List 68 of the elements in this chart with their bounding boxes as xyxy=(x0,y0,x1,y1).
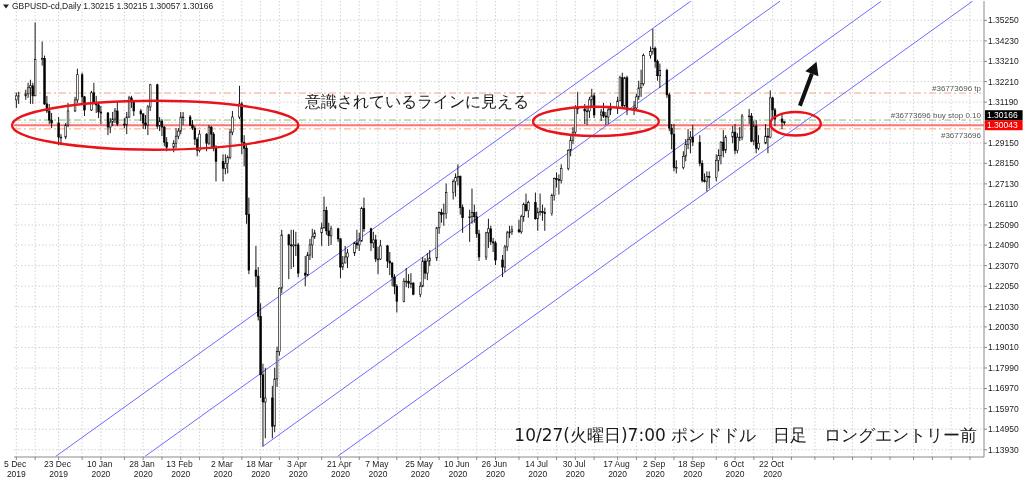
annotation: #36773696 xyxy=(940,130,982,140)
ref-line-label: #36773696 buy stop 0.10 xyxy=(890,110,982,120)
y-tick-label: 1.20030 xyxy=(988,321,1019,332)
x-tick-label: 3 Apr 2020 xyxy=(287,459,310,479)
x-tick-label: 10 Jan 2020 xyxy=(86,459,115,479)
y-tick-label: 1.32210 xyxy=(988,76,1019,87)
y-tick-label: 1.27130 xyxy=(988,178,1019,189)
candlestick xyxy=(346,248,349,269)
candlestick xyxy=(221,153,225,182)
candlestick xyxy=(708,170,711,189)
candlestick xyxy=(592,92,596,119)
x-tick-label: 13 Feb 2020 xyxy=(166,459,196,479)
x-tick-label: 17 Aug 2020 xyxy=(603,459,633,479)
y-tick-label: 1.33210 xyxy=(988,56,1019,67)
y-tick-label: 1.17990 xyxy=(988,362,1019,373)
ref-line-label: #36773696 tp xyxy=(932,83,982,93)
candlestick xyxy=(632,100,636,116)
candlestick xyxy=(724,134,727,154)
y-tick-label: 1.28150 xyxy=(988,158,1019,169)
x-tick-label: 25 May 2020 xyxy=(405,459,436,479)
y-tick-label: 1.15970 xyxy=(988,403,1019,414)
y-tick-label: 1.14950 xyxy=(988,424,1019,435)
x-tick-label: 14 Jul 2020 xyxy=(525,459,551,479)
x-tick-label: 7 May 2020 xyxy=(365,459,391,479)
annotation: 10/27(火曜日)7:00 ポンドドル 日足 ロングエントリー前 xyxy=(514,425,978,446)
y-tick-label: 1.22050 xyxy=(988,281,1019,292)
candlestick xyxy=(29,79,32,105)
candlestick xyxy=(179,111,182,135)
x-tick-label: 18 Sep 2020 xyxy=(678,459,708,479)
chart-title: GBPUSD-cd,Daily 1.30215 1.30215 1.30057 1.30166 xyxy=(12,1,214,11)
y-tick-label: 1.19010 xyxy=(988,342,1019,353)
x-tick-label: 2 Sep 2020 xyxy=(642,459,668,479)
candlestick xyxy=(494,240,497,266)
x-tick-label: 21 Apr 2020 xyxy=(327,459,354,479)
y-tick-label: 1.25090 xyxy=(988,219,1019,230)
candlestick xyxy=(287,233,290,280)
x-tick-label: 30 Jul 2020 xyxy=(562,459,588,479)
y-tick-label: 1.21030 xyxy=(988,301,1019,312)
candlestick xyxy=(426,252,429,281)
y-tick-label: 1.31190 xyxy=(988,97,1019,108)
ref-line-label: 1.30043 xyxy=(987,120,1018,131)
x-tick-label: 26 Jun 2020 xyxy=(481,459,510,479)
candlestick xyxy=(658,63,662,89)
y-tick-label: 1.29150 xyxy=(988,138,1019,149)
x-tick-label: 5 Dec 2019 xyxy=(4,459,29,479)
candlestick xyxy=(210,125,213,149)
candlestick xyxy=(607,105,610,125)
x-tick-label: 18 Mar 2020 xyxy=(246,459,276,479)
candlestick xyxy=(99,105,103,125)
y-tick-label: 1.26110 xyxy=(988,199,1019,210)
x-tick-label: 28 Jan 2020 xyxy=(129,459,158,479)
y-tick-label: 1.34230 xyxy=(988,35,1019,46)
x-tick-label: 6 Oct 2020 xyxy=(723,459,747,479)
text: 1.30166 xyxy=(987,110,1018,121)
y-tick-label: 1.24090 xyxy=(988,240,1019,251)
candlestick xyxy=(543,207,546,232)
candlestick xyxy=(517,219,521,234)
annotation: 意識されているラインに見える xyxy=(303,92,529,112)
y-tick-label: 1.16970 xyxy=(988,383,1019,394)
y-tick-label: 1.35250 xyxy=(988,15,1019,26)
x-tick-label: 23 Dec 2019 xyxy=(43,459,74,479)
x-tick-label: 10 Jun 2020 xyxy=(443,459,472,479)
y-tick-label: 1.23070 xyxy=(988,260,1019,271)
candlestick xyxy=(17,91,20,105)
y-tick-label: 1.13930 xyxy=(988,444,1019,455)
x-tick-label: 2 Mar 2020 xyxy=(210,459,236,479)
x-tick-label: 22 Oct 2020 xyxy=(758,459,787,479)
candlestick xyxy=(57,116,60,146)
